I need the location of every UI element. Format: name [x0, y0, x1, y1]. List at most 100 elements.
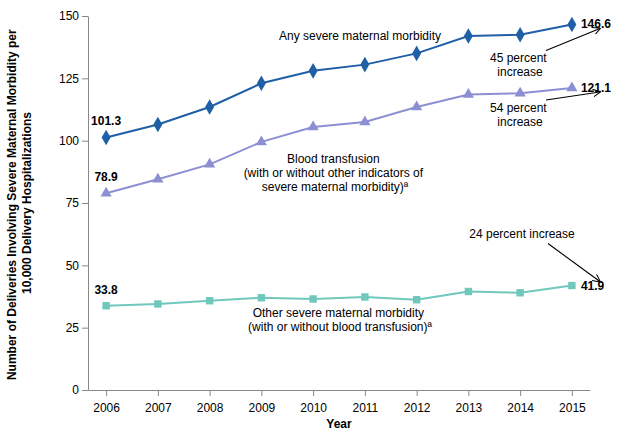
series-marker	[307, 120, 318, 130]
y-tick-mark	[82, 16, 88, 17]
series-marker	[206, 297, 213, 304]
x-tick-label: 2015	[559, 401, 586, 415]
text-line: Other severe maternal morbidity	[253, 306, 428, 320]
x-tick-label: 2012	[404, 401, 431, 415]
series-marker	[359, 115, 370, 125]
y-axis-line	[88, 17, 89, 391]
x-tick-label: 2013	[456, 401, 483, 415]
x-tick: 2009	[249, 390, 276, 415]
value-label: 33.8	[94, 283, 118, 297]
x-axis-line	[89, 390, 591, 391]
x-tick: 2010	[300, 390, 327, 415]
x-tick: 2007	[145, 390, 172, 415]
x-tick-mark	[313, 390, 314, 396]
y-tick-label: 150	[59, 9, 79, 23]
x-tick-mark	[210, 390, 211, 396]
x-tick-mark	[417, 390, 418, 396]
annotation-arrow	[548, 244, 600, 282]
text-line: increase	[497, 115, 543, 129]
x-tick-mark	[261, 390, 262, 396]
series-marker	[205, 99, 214, 115]
y-tick-label: 50	[66, 259, 80, 273]
y-tick: 125	[59, 72, 88, 86]
series-marker	[204, 158, 215, 168]
x-tick-mark	[572, 390, 573, 396]
y-tick-mark	[82, 328, 88, 329]
series-marker	[102, 302, 109, 309]
x-tick-mark	[365, 390, 366, 396]
series-marker	[566, 82, 577, 92]
value-label: 146.6	[581, 17, 611, 31]
series-marker	[361, 293, 368, 300]
x-axis-title: Year	[326, 417, 352, 431]
y-tick: 75	[66, 196, 88, 210]
x-tick: 2014	[507, 390, 534, 415]
text-line: 54 percent	[490, 101, 550, 115]
series-marker	[258, 294, 265, 301]
series-label: Any severe maternal morbidity	[279, 29, 441, 43]
x-tick-label: 2010	[300, 401, 327, 415]
x-tick-mark	[158, 390, 159, 396]
x-tick-label: 2007	[145, 401, 172, 415]
x-tick-label: 2014	[507, 401, 534, 415]
series-marker	[412, 46, 421, 62]
value-label: 78.9	[94, 170, 118, 184]
text-line: Blood transfusion	[287, 152, 383, 166]
annotation: 45 percent increase	[490, 51, 550, 79]
x-tick: 2015	[559, 390, 586, 415]
series-marker	[102, 130, 111, 146]
y-tick-mark	[82, 265, 88, 266]
series-label: Blood transfusion (with or without other…	[244, 152, 427, 194]
y-tick: 25	[66, 321, 88, 335]
y-tick-mark	[82, 203, 88, 204]
text-line: severe maternal morbidity)ª	[262, 180, 409, 194]
chart: 0 25 50 75 100 125 150 2006 2007 2008 2009 2010 2011…	[0, 0, 617, 435]
plot-area	[100, 17, 577, 310]
y-tick-label: 75	[66, 196, 80, 210]
series-marker	[516, 289, 523, 296]
series-marker	[153, 117, 162, 133]
annotation: 24 percent increase	[469, 227, 575, 241]
series-marker	[411, 100, 422, 110]
x-tick: 2013	[456, 390, 483, 415]
y-tick: 100	[59, 134, 88, 148]
text-line: 10,000 Delivery Hospitalizations	[20, 112, 34, 294]
y-tick-label: 125	[59, 72, 79, 86]
y-tick-mark	[82, 78, 88, 79]
series-marker	[463, 88, 474, 98]
x-tick-mark	[520, 390, 521, 396]
x-tick-label: 2006	[93, 401, 120, 415]
y-tick-mark	[82, 141, 88, 142]
series-marker	[360, 57, 369, 73]
y-tick-mark	[82, 390, 88, 391]
y-tick: 0	[72, 383, 88, 397]
text-line: 24 percent increase	[469, 227, 575, 241]
text-line: 45 percent	[490, 51, 550, 65]
x-tick: 2011	[352, 390, 378, 415]
series-line	[106, 88, 572, 193]
y-tick: 50	[66, 259, 88, 273]
text-line: (with or without blood transfusion)ª	[248, 320, 432, 334]
text-line: increase	[497, 65, 543, 79]
x-tick: 2008	[197, 390, 224, 415]
x-tick: 2006	[93, 390, 120, 415]
series-label: Other severe maternal morbidity (with or…	[248, 306, 432, 334]
y-tick-label: 100	[59, 134, 79, 148]
series-marker	[567, 17, 576, 33]
series-marker	[568, 282, 575, 289]
x-tick-mark	[468, 390, 469, 396]
x-tick-label: 2011	[352, 401, 378, 415]
series-marker	[464, 28, 473, 44]
annotation-arrow	[546, 92, 600, 100]
value-label: 41.9	[581, 279, 605, 293]
series-marker	[309, 63, 318, 79]
series-marker	[514, 87, 525, 97]
value-label: 101.3	[91, 114, 121, 128]
series-marker	[309, 295, 316, 302]
annotation-arrow	[546, 28, 600, 50]
y-tick: 150	[59, 9, 88, 23]
y-axis-title: Number of Deliveries Involving Severe Ma…	[5, 26, 34, 380]
annotations: Any severe maternal morbidity 101.3 146.6…	[91, 17, 611, 334]
y-axis: 0 25 50 75 100 125 150	[59, 9, 89, 397]
series-line	[106, 286, 572, 306]
